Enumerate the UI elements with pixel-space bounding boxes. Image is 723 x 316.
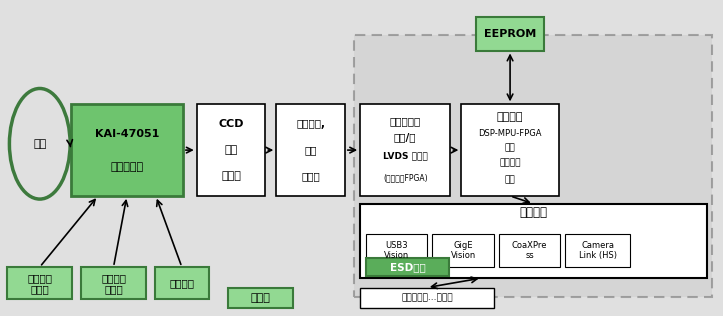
Text: 图像处理: 图像处理 <box>500 158 521 167</box>
Text: USB3
Vision: USB3 Vision <box>384 241 409 260</box>
FancyBboxPatch shape <box>81 267 146 299</box>
Text: 垂直时钟: 垂直时钟 <box>101 273 126 283</box>
FancyBboxPatch shape <box>155 267 209 299</box>
Text: 接口/桥: 接口/桥 <box>394 132 416 142</box>
Text: 缓冲区: 缓冲区 <box>221 171 241 181</box>
FancyBboxPatch shape <box>432 234 494 267</box>
Text: CCD: CCD <box>218 119 244 130</box>
FancyBboxPatch shape <box>360 104 450 196</box>
Text: CoaXPre
ss: CoaXPre ss <box>512 241 547 260</box>
FancyBboxPatch shape <box>366 234 427 267</box>
Text: EEPROM: EEPROM <box>484 29 536 39</box>
FancyBboxPatch shape <box>7 267 72 299</box>
Text: 板电源: 板电源 <box>250 293 270 303</box>
FancyBboxPatch shape <box>197 104 265 196</box>
FancyBboxPatch shape <box>276 104 345 196</box>
Text: GigE
Vision: GigE Vision <box>450 241 476 260</box>
FancyBboxPatch shape <box>476 17 544 51</box>
Text: 图像传感器: 图像传感器 <box>390 116 421 126</box>
Ellipse shape <box>9 88 70 199</box>
FancyBboxPatch shape <box>366 258 449 276</box>
Text: DSP-MPU-FPGA: DSP-MPU-FPGA <box>479 129 542 138</box>
Text: 电子快门: 电子快门 <box>169 278 194 288</box>
FancyBboxPatch shape <box>461 104 559 196</box>
Text: 驱动器: 驱动器 <box>104 284 123 294</box>
FancyBboxPatch shape <box>71 104 183 196</box>
Text: 主机计算机...和控制: 主机计算机...和控制 <box>401 293 453 302</box>
FancyBboxPatch shape <box>499 234 560 267</box>
FancyBboxPatch shape <box>228 288 293 308</box>
FancyBboxPatch shape <box>354 35 712 297</box>
Text: 时序: 时序 <box>304 145 317 155</box>
FancyBboxPatch shape <box>360 204 707 278</box>
Text: 捕获引擎: 捕获引擎 <box>497 112 523 122</box>
Text: 镜头: 镜头 <box>33 139 46 149</box>
Text: 视频: 视频 <box>224 145 238 155</box>
Text: 水平时钟: 水平时钟 <box>27 273 52 283</box>
Text: 模拟前端,: 模拟前端, <box>296 119 325 130</box>
Text: 图像传感器: 图像传感器 <box>111 161 143 172</box>
Text: 驱动器: 驱动器 <box>30 284 49 294</box>
Text: 编码: 编码 <box>505 175 515 184</box>
Text: ESD保护: ESD保护 <box>390 262 425 272</box>
FancyBboxPatch shape <box>360 288 494 308</box>
FancyBboxPatch shape <box>565 234 630 267</box>
Text: 分析: 分析 <box>505 144 515 153</box>
Text: Camera
Link (HS): Camera Link (HS) <box>579 241 617 260</box>
Text: (通常采用FPGA): (通常采用FPGA) <box>383 173 427 182</box>
Text: 产生器: 产生器 <box>301 171 320 181</box>
Text: KAI-47051: KAI-47051 <box>95 129 159 139</box>
Text: LVDS 或并行: LVDS 或并行 <box>383 151 427 160</box>
Text: 视频接口: 视频接口 <box>520 206 547 219</box>
